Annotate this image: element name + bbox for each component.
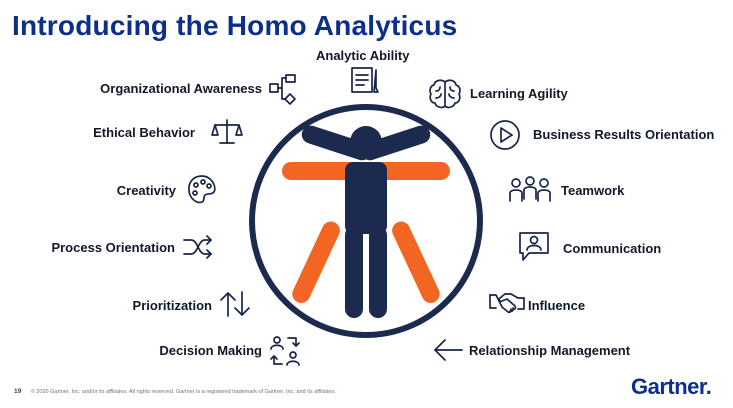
decision-people-icon (268, 334, 302, 368)
label-organizational-awareness: Organizational Awareness (100, 81, 262, 96)
scales-icon (211, 117, 243, 147)
notepad-pencil-icon (350, 66, 382, 94)
palette-icon (186, 174, 218, 206)
label-analytic-ability: Analytic Ability (316, 48, 410, 63)
label-teamwork: Teamwork (561, 183, 625, 198)
shuffle-icon (182, 234, 214, 260)
label-communication: Communication (563, 241, 662, 256)
navy-leg-left (345, 226, 363, 318)
label-prioritization: Prioritization (132, 298, 212, 313)
label-business-results-orientation: Business Results Orientation (533, 127, 715, 142)
play-circle-icon (488, 118, 522, 152)
label-creativity: Creativity (116, 183, 176, 198)
gartner-logo: Gartner. (631, 374, 712, 399)
arrow-left-icon (432, 336, 464, 364)
speech-person-icon (517, 230, 551, 264)
navy-arm-right (360, 125, 431, 161)
navy-leg-right (369, 226, 387, 318)
label-influence: Influence (528, 298, 586, 313)
page-title: Introducing the Homo Analyticus (12, 10, 458, 41)
logo-text: Gartner (631, 374, 706, 399)
orange-leg-left (292, 221, 340, 303)
orange-leg-right (392, 221, 440, 303)
brain-icon (428, 78, 462, 110)
label-relationship-management: Relationship Management (469, 343, 631, 358)
label-learning-agility: Learning Agility (470, 86, 568, 101)
label-decision-making: Decision Making (159, 343, 262, 358)
copyright-text: © 2020 Gartner, Inc. and/or its affiliat… (30, 389, 336, 395)
label-process-orientation: Process Orientation (51, 240, 175, 255)
sort-arrows-icon (219, 290, 251, 318)
label-ethical-behavior: Ethical Behavior (93, 125, 195, 140)
navy-arm-left (301, 125, 372, 161)
handshake-icon (488, 289, 526, 317)
team-icon (508, 175, 552, 205)
org-chart-icon (268, 72, 302, 106)
page-number: 19 (14, 388, 22, 395)
figure-circle (249, 104, 483, 338)
footer: 19 © 2020 Gartner, Inc. and/or its affil… (14, 388, 336, 395)
figure-torso (345, 162, 387, 234)
